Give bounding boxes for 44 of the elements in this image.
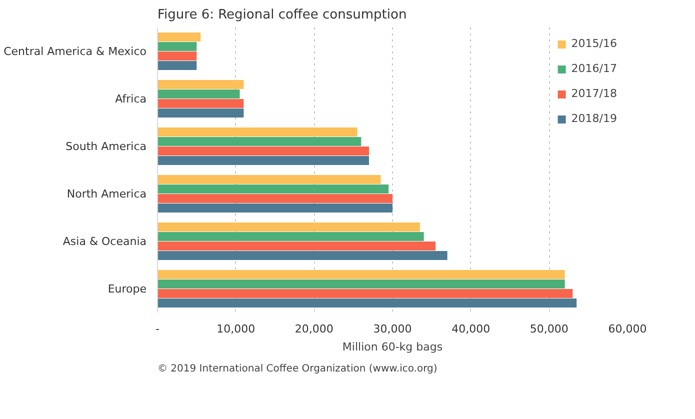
bar (158, 241, 436, 251)
legend-label: 2016/17 (571, 62, 617, 75)
x-tick-label: 40,000 (452, 322, 490, 336)
x-tick-label: - (156, 322, 160, 336)
bar (158, 32, 201, 42)
text: © 2019 International Coffee Organization (www.ico.org) (158, 364, 438, 374)
y-tick-label: Central America & Mexico (4, 44, 147, 58)
x-tick-label: 60,000 (608, 322, 647, 336)
y-tick-label: North America (66, 187, 147, 200)
bar (158, 203, 392, 213)
bar (158, 60, 197, 70)
bar (158, 298, 577, 308)
bar (158, 174, 381, 184)
x-axis-title: Million 60-kg bags (342, 340, 443, 354)
x-tick-label: 30,000 (373, 322, 412, 336)
bar (158, 136, 362, 146)
bar (158, 288, 573, 298)
bar (158, 98, 244, 108)
bar (158, 127, 358, 137)
y-tick-label: South America (66, 140, 147, 153)
legend-label: 2015/16 (571, 37, 617, 50)
bar (158, 80, 244, 90)
legend-label: 2017/18 (571, 87, 617, 100)
bar (158, 146, 369, 156)
y-tick-label: Asia & Oceania (62, 234, 147, 248)
bar (158, 156, 369, 166)
legend-label: 2018/19 (571, 112, 617, 125)
bar (158, 279, 565, 289)
x-tick-label: 10,000 (216, 322, 256, 336)
bar (158, 51, 197, 61)
bar (158, 184, 389, 194)
chart-title: Figure 6: Regional coffee consumption (158, 8, 407, 22)
bar (158, 270, 565, 280)
bar (158, 194, 392, 204)
bar (158, 89, 240, 99)
bar (158, 42, 197, 52)
bar (158, 232, 424, 242)
x-tick-label: 20,000 (294, 322, 334, 336)
bar (158, 222, 420, 232)
bar (158, 108, 244, 118)
y-tick-label: Africa (115, 92, 146, 106)
x-tick-label: 50,000 (530, 322, 568, 336)
bar (158, 250, 448, 260)
y-tick-label: Europe (108, 282, 147, 296)
